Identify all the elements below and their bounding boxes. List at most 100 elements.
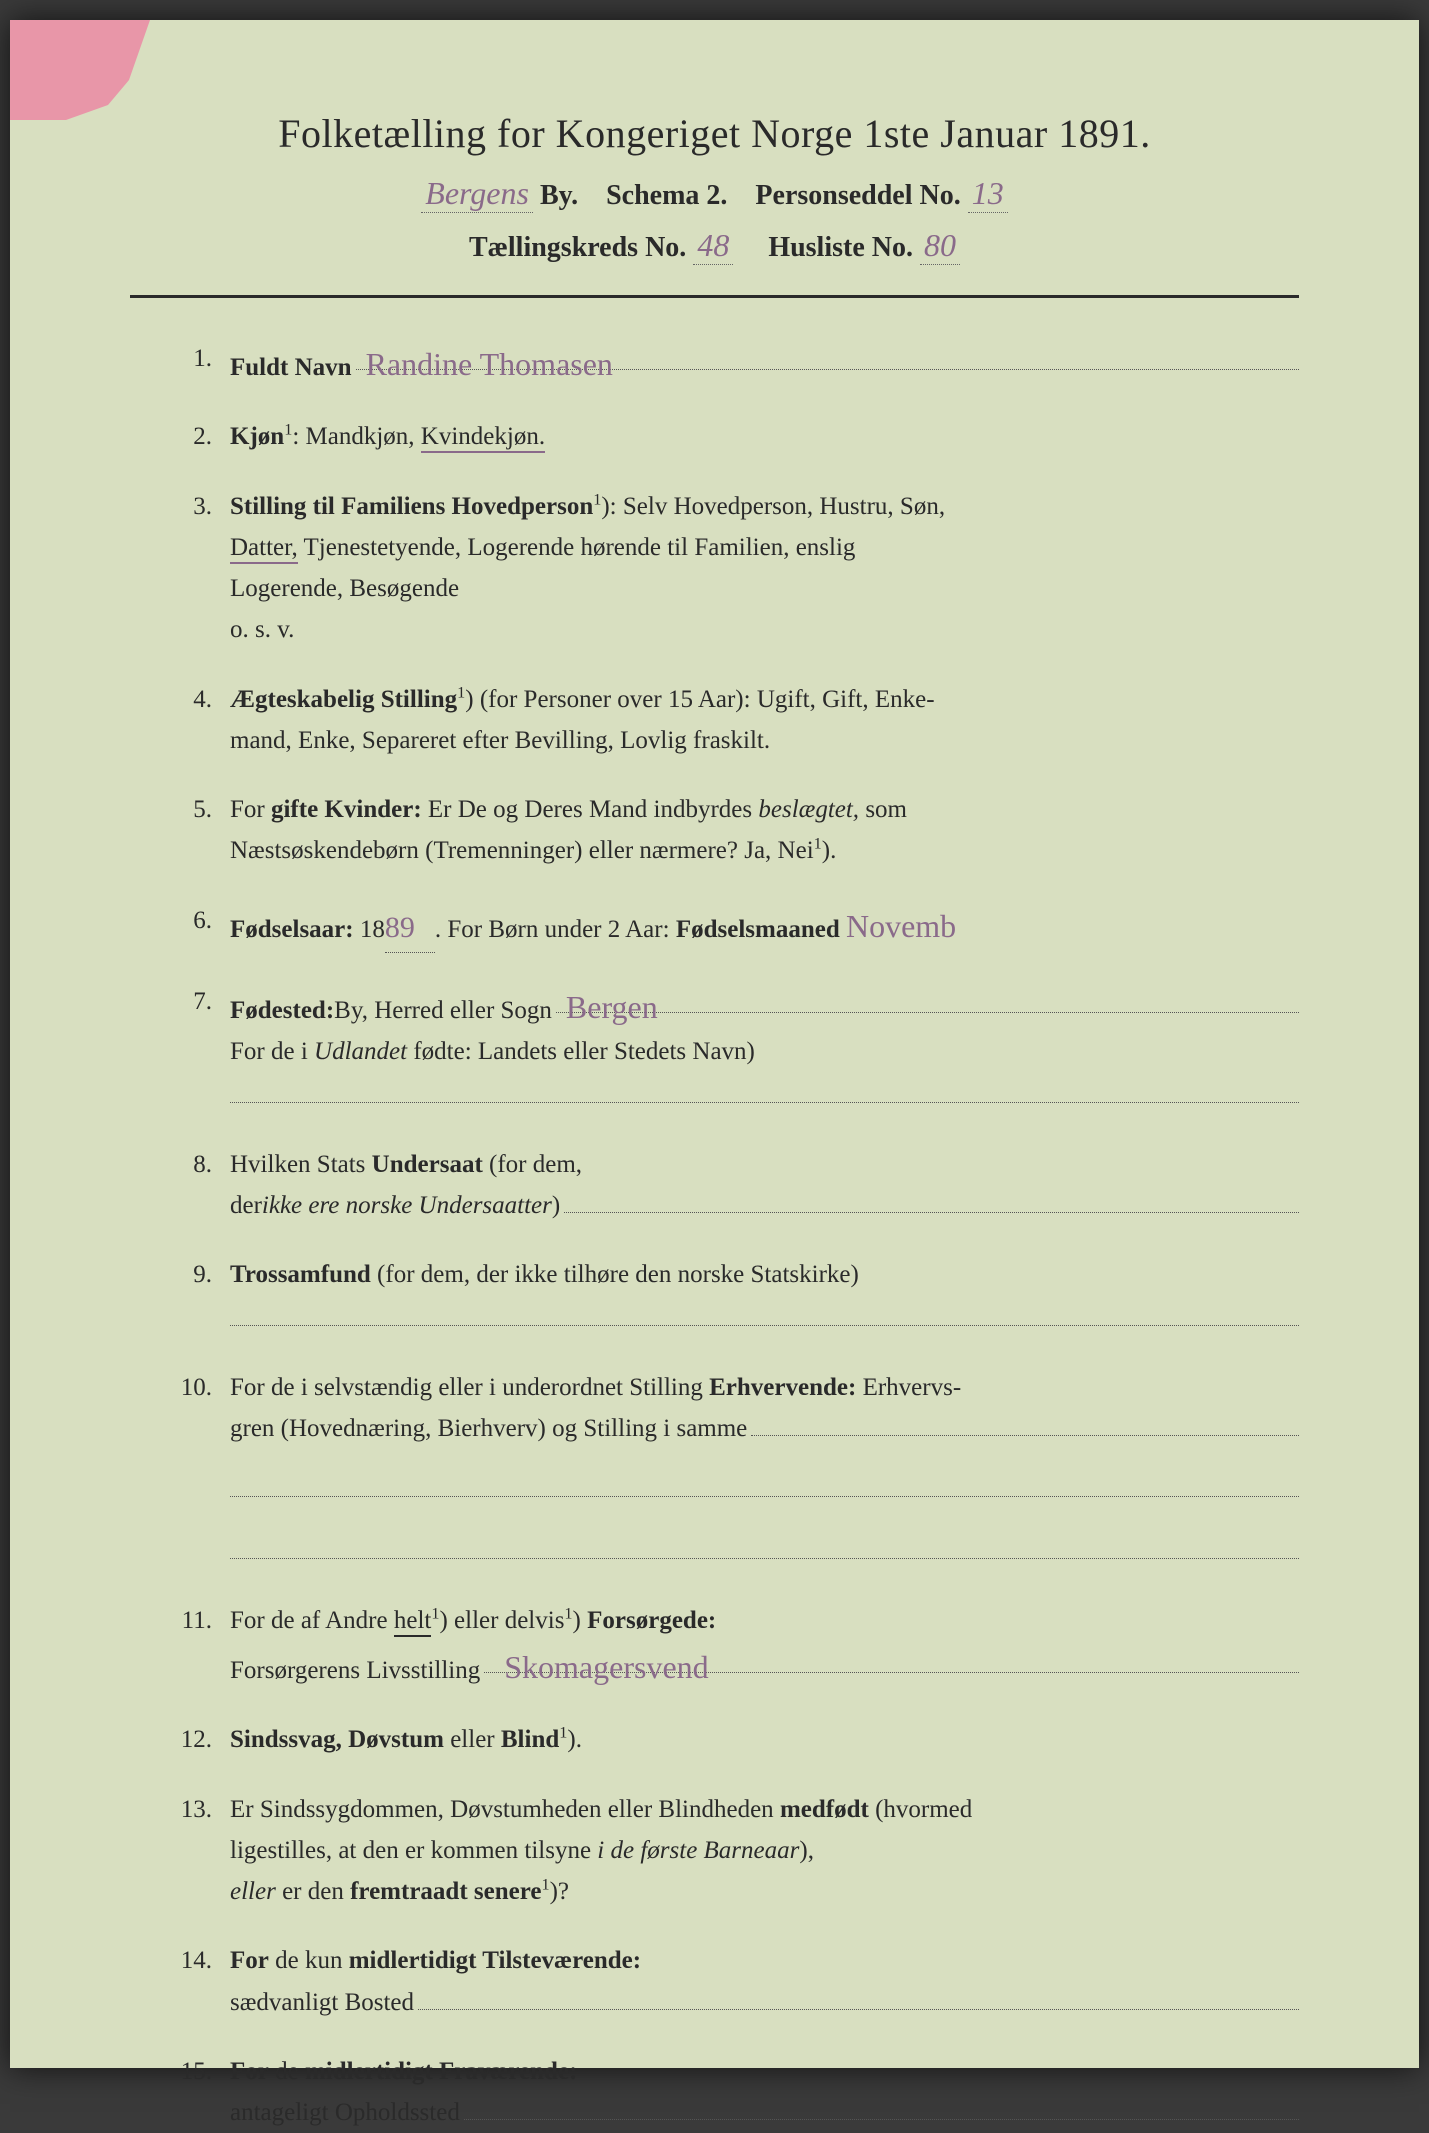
text: som [859, 796, 907, 823]
schema-label: Schema 2. [606, 180, 727, 211]
field-label: Trossamfund [230, 1261, 371, 1288]
text: fødte: Landets eller Stedets Navn) [407, 1038, 755, 1065]
end: ). [567, 1726, 582, 1753]
field-label: Forsørgede: [587, 1607, 716, 1634]
field-num: 10. [170, 1367, 230, 1572]
field-label: Ægteskabelig Stilling [230, 686, 457, 713]
text: ) (for Personer over 15 Aar): Ugift, Gif… [465, 686, 934, 713]
text: For de i selvstændig eller i underordnet… [230, 1374, 709, 1401]
text: : Mandkjøn, [292, 423, 420, 450]
label2: midlertidigt Fraværende: [305, 2058, 577, 2085]
text: er den [276, 1878, 350, 1905]
text: Er Sindssygdommen, Døvstumheden eller Bl… [230, 1796, 780, 1823]
ital: ikke ere norske Undersaatter [262, 1185, 552, 1226]
field-10: 10. For de i selvstændig eller i underor… [170, 1367, 1299, 1572]
for: For [230, 1947, 269, 1974]
field-4: 4. Ægteskabelig Stilling1) (for Personer… [170, 679, 1299, 762]
end: ) [552, 1185, 560, 1226]
field-list: 1. Fuldt Navn Randine Thomasen 2. Kjøn1:… [130, 338, 1299, 2133]
text: (hvormed [869, 1796, 972, 1823]
end: ). [822, 837, 837, 864]
field-7: 7. Fødested: By, Herred eller Sogn Berge… [170, 981, 1299, 1116]
text: For de af Andre [230, 1607, 394, 1634]
field-label: gifte Kvinder: [271, 796, 422, 823]
mid: ) eller delvis [439, 1607, 564, 1634]
field-label: Erhvervende: [709, 1374, 856, 1401]
field-1: 1. Fuldt Navn Randine Thomasen [170, 338, 1299, 388]
city-handwritten: Bergens [421, 175, 533, 213]
blank-line [230, 1529, 1299, 1559]
text: eller [444, 1726, 501, 1753]
sup: 1 [564, 1604, 572, 1622]
birthplace: Bergen [556, 981, 1299, 1013]
field-label: Fødested: [230, 990, 334, 1031]
label2: midlertidigt Tilsteværende: [349, 1947, 641, 1974]
forsorger-value: Skomagersvend [484, 1641, 1299, 1673]
sup: 1 [814, 835, 822, 853]
text: (for dem, der ikke tilhøre den norske St… [371, 1261, 859, 1288]
field-12: 12. Sindssvag, Døvstum eller Blind1). [170, 1719, 1299, 1760]
field-num: 6. [170, 900, 230, 954]
field-num: 8. [170, 1144, 230, 1227]
ital: Udlandet [314, 1038, 407, 1065]
field-num: 9. [170, 1254, 230, 1339]
field-13: 13. Er Sindssygdommen, Døvstumheden elle… [170, 1789, 1299, 1913]
subtitle-line-1: Bergens By. Schema 2. Personseddel No. 1… [130, 175, 1299, 213]
blank-line [230, 1296, 1299, 1326]
field-label: Stilling til Familiens Hovedperson [230, 493, 593, 520]
field-num: 11. [170, 1600, 230, 1692]
text: For de i [230, 1038, 314, 1065]
field-num: 5. [170, 789, 230, 872]
field-num: 14. [170, 1940, 230, 2023]
ital: beslægtet, [758, 796, 859, 823]
text: Erhvervs- [856, 1374, 961, 1401]
field-label: Fødselsaar: [230, 916, 354, 943]
blank-line [230, 1467, 1299, 1497]
text: Er De og Deres Mand indbyrdes [422, 796, 759, 823]
field-6: 6. Fødselsaar: 1889. For Børn under 2 Aa… [170, 900, 1299, 954]
field-label: Sindssvag, Døvstum [230, 1726, 444, 1753]
field-5: 5. For gifte Kvinder: Er De og Deres Man… [170, 789, 1299, 872]
text: ): Selv Hovedperson, Hustru, Søn, [601, 493, 945, 520]
text: Næstsøskendebørn (Tremenninger) eller næ… [230, 837, 814, 864]
text: (for dem, [483, 1151, 582, 1178]
taellingskreds-no: 48 [693, 227, 733, 265]
fuldt-navn-value: Randine Thomasen [356, 338, 1299, 370]
text: o. s. v. [230, 616, 294, 643]
field-label: Fuldt Navn [230, 347, 352, 388]
mid: . For Børn under 2 Aar: [435, 916, 676, 943]
sup: 1 [541, 1876, 549, 1894]
corner-tab [10, 20, 150, 120]
label2: Blind [501, 1726, 559, 1753]
text: mand, Enke, Separeret efter Bevilling, L… [230, 727, 770, 754]
pre: For [230, 796, 271, 823]
field-num: 15. [170, 2051, 230, 2133]
kvindekjon: Kvindekjøn. [421, 423, 545, 453]
divider [130, 295, 1299, 298]
field-label: Undersaat [372, 1151, 483, 1178]
field-num: 12. [170, 1719, 230, 1760]
text: de [269, 2058, 305, 2085]
ital: i de første Barneaar [597, 1837, 799, 1864]
field-15: 15. For de midlertidigt Fraværende: anta… [170, 2051, 1299, 2133]
text: Forsørgerens Livsstilling [230, 1650, 480, 1691]
field-num: 7. [170, 981, 230, 1116]
by-label: By. [540, 180, 578, 211]
blank [464, 2095, 1299, 2120]
text: Tjenestetyende, Logerende hørende til Fa… [298, 534, 856, 561]
text: sædvanligt Bosted [230, 1982, 414, 2023]
field-3: 3. Stilling til Familiens Hovedperson1):… [170, 486, 1299, 651]
text: antageligt Opholdssted [230, 2092, 460, 2133]
label2: Fødselsmaaned [676, 916, 840, 943]
year-prefix: 18 [354, 916, 385, 943]
personseddel-label: Personseddel No. [755, 180, 960, 211]
text: Logerende, Besøgende [230, 575, 459, 602]
text: By, Herred eller Sogn [334, 990, 552, 1031]
taellingskreds-label: Tællingskreds No. [469, 232, 686, 263]
blank-line [230, 1073, 1299, 1103]
for: For [230, 2058, 269, 2085]
birth-month: Novemb [846, 908, 956, 944]
text: Hvilken Stats [230, 1151, 372, 1178]
field-num: 4. [170, 679, 230, 762]
text: de kun [269, 1947, 349, 1974]
